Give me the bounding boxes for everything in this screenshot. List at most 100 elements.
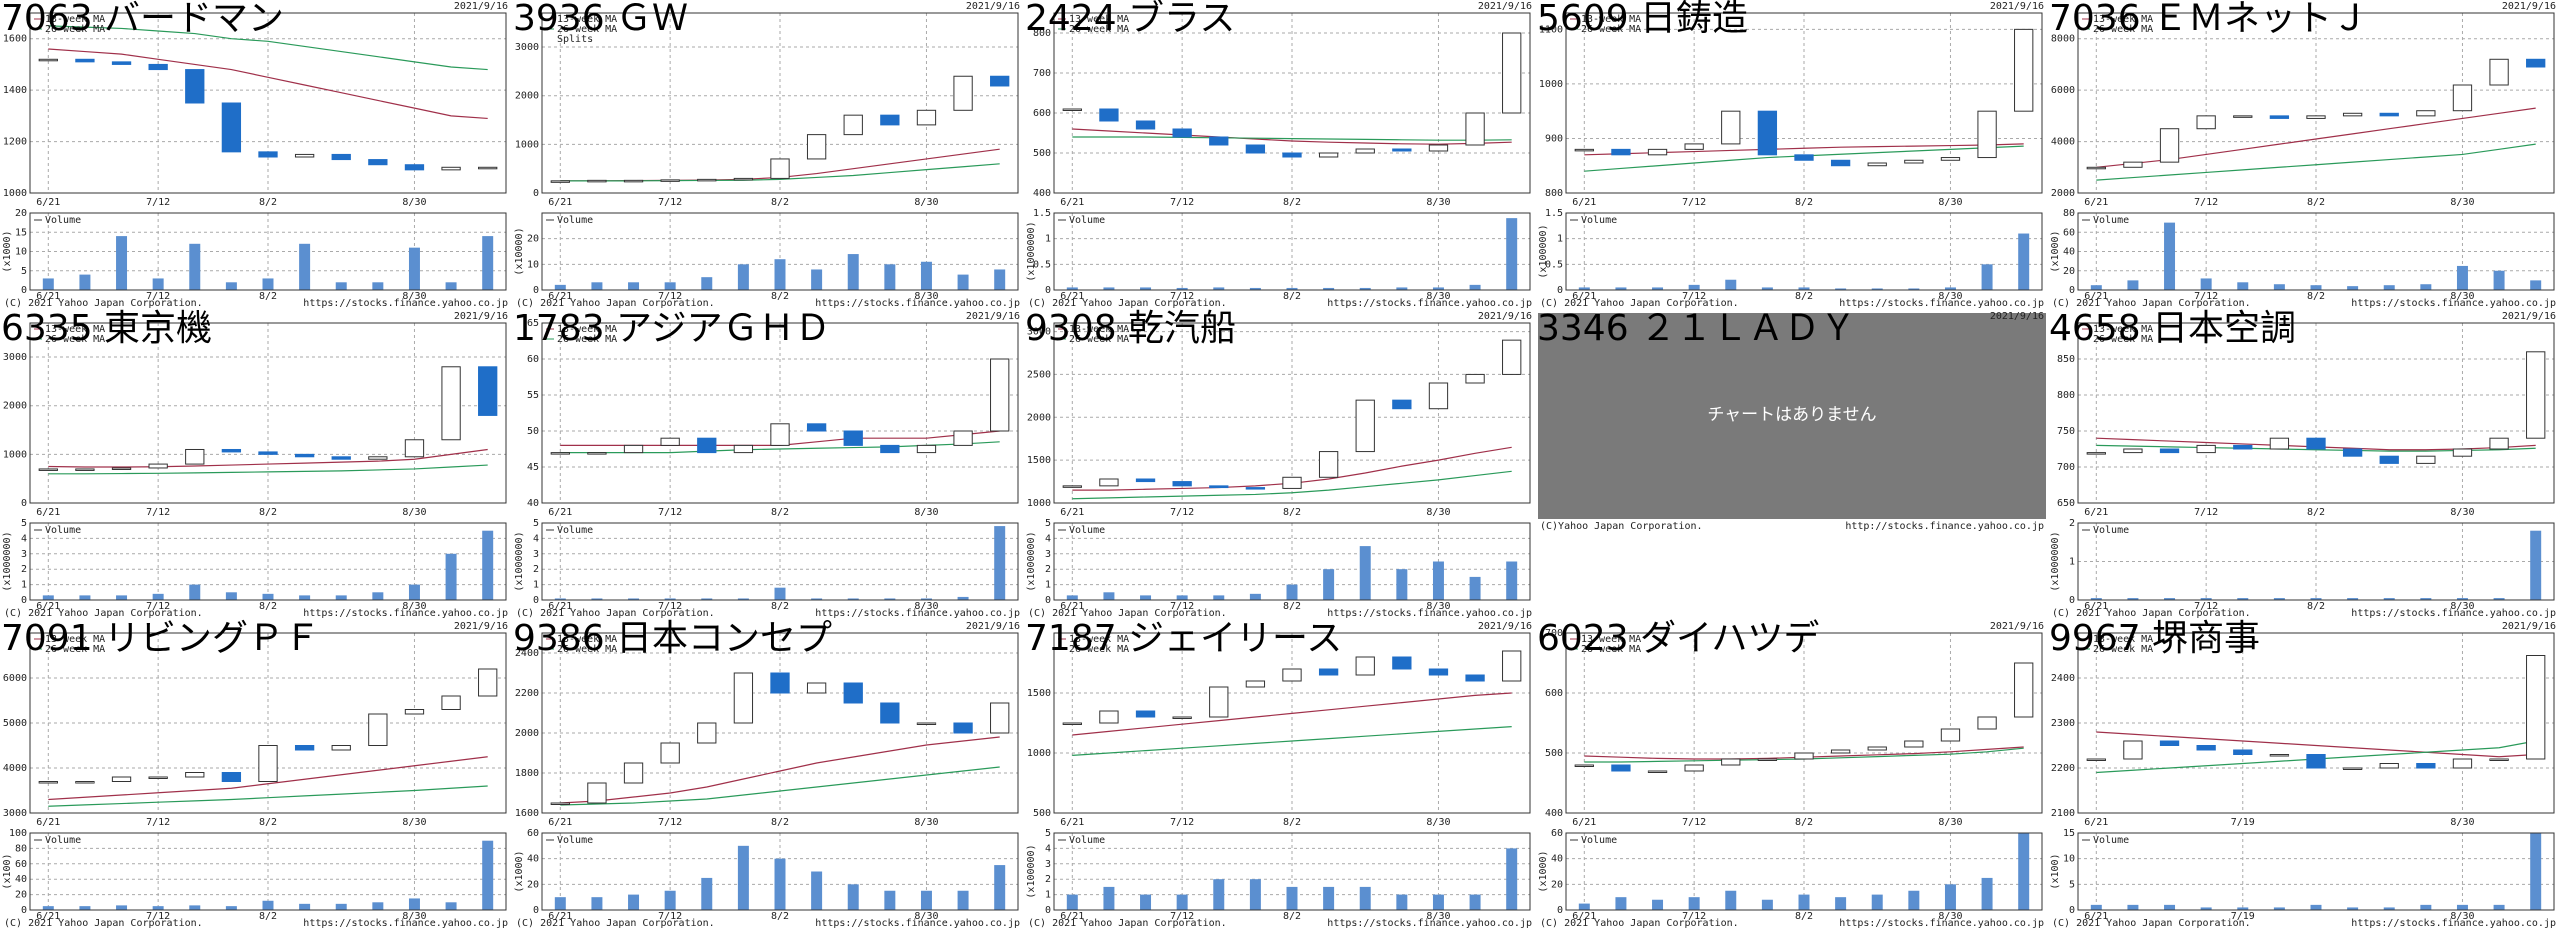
x-tick-label: 7/19 <box>2231 911 2255 922</box>
candle <box>623 762 644 784</box>
candle <box>2123 448 2143 454</box>
x-tick-label: 6/21 <box>36 817 60 828</box>
x-tick-label: 6/21 <box>1060 601 1084 612</box>
candle <box>1209 686 1229 718</box>
y-tick-label: 500 <box>1033 148 1051 159</box>
candle <box>2379 763 2399 769</box>
y-tick-label: 3 <box>533 549 539 560</box>
volume-bar <box>445 282 457 290</box>
y-tick-label: 5 <box>533 518 539 529</box>
candle <box>2489 758 2509 761</box>
volume-bar <box>591 897 603 910</box>
candle <box>1794 752 1814 760</box>
y-tick-label: 1 <box>1045 234 1051 245</box>
candle <box>697 178 717 182</box>
legend-label: 26-week MA <box>45 24 105 35</box>
volume-bar <box>1688 284 1700 290</box>
y-tick-label: 1500 <box>1027 455 1051 466</box>
plot-frame <box>1565 12 2043 194</box>
x-tick-label: 7/12 <box>658 817 682 828</box>
candle <box>294 745 315 751</box>
volume-frame <box>1053 832 1531 911</box>
x-tick-label: 6/21 <box>1060 197 1084 208</box>
x-tick-label: 7/12 <box>1682 911 1706 922</box>
candle <box>550 180 570 183</box>
candle <box>1904 740 1924 748</box>
y-tick-label: 5 <box>1045 828 1051 839</box>
y-tick-label: 3000 <box>3 808 27 819</box>
volume-frame <box>2077 212 2555 291</box>
candle <box>2526 58 2546 68</box>
candle <box>2233 444 2253 450</box>
volume-bar <box>1066 894 1078 910</box>
volume-frame <box>1565 212 2043 291</box>
x-tick-label: 6/21 <box>2084 601 2108 612</box>
candle <box>404 709 425 715</box>
x-tick-label: 8/30 <box>1938 911 1962 922</box>
volume-bar <box>299 243 311 290</box>
volume-bar <box>1140 287 1152 290</box>
volume-bar <box>1908 890 1920 910</box>
volume-bar <box>1761 899 1773 910</box>
candle <box>368 159 388 166</box>
y-tick-label: 650 <box>2057 498 2075 509</box>
candle <box>2014 28 2034 112</box>
date-label: 2021/9/16 <box>1990 621 2044 632</box>
volume-bar <box>1103 886 1115 910</box>
y-tick-label: 5 <box>1045 518 1051 529</box>
x-tick-label: 8/30 <box>402 197 426 208</box>
candle <box>2196 745 2216 751</box>
volume-bar <box>2347 907 2359 910</box>
x-tick-label: 8/30 <box>1938 817 1962 828</box>
source-url: https://stocks.finance.yahoo.co.jp <box>303 608 508 619</box>
candle <box>148 63 168 71</box>
candle <box>1611 148 1631 156</box>
volume-bar <box>1652 287 1664 290</box>
legend-label: 26-week MA <box>45 334 105 345</box>
x-tick-label: 8/2 <box>1283 197 1301 208</box>
moving-average <box>1072 726 1512 756</box>
copyright: (C) 2021 Yahoo Japan Corporation. <box>1540 918 1739 929</box>
volume-bar <box>335 903 347 910</box>
candle <box>258 451 278 455</box>
volume-bar <box>262 278 274 290</box>
candle <box>1135 120 1156 130</box>
volume-bar <box>1725 279 1737 290</box>
chart-title: 7036 ＥＭネットＪ <box>2049 0 2368 39</box>
y-tick-label: 2 <box>2069 518 2075 529</box>
volume-legend: Volume <box>2093 835 2129 846</box>
y-tick-label: 0 <box>533 595 539 606</box>
volume-bar <box>2127 598 2139 600</box>
y-tick-label: 2000 <box>515 91 539 102</box>
volume-bar <box>262 900 274 910</box>
x-tick-label: 7/12 <box>1170 507 1194 518</box>
candle <box>1940 728 1961 742</box>
volume-bar <box>1286 287 1298 290</box>
candle <box>733 444 754 454</box>
x-tick-label: 7/12 <box>146 817 170 828</box>
copyright: (C) 2021 Yahoo Japan Corporation. <box>2052 298 2251 309</box>
candle <box>733 672 754 724</box>
y-tick-label: 800 <box>2057 390 2075 401</box>
date-label: 2021/9/16 <box>454 621 508 632</box>
candle <box>185 69 205 104</box>
candle <box>1574 148 1594 152</box>
volume-bar <box>408 584 420 600</box>
y-tick-label: 850 <box>2057 354 2075 365</box>
y-tick-label: 0 <box>2069 905 2075 916</box>
candle <box>185 772 205 778</box>
volume-axis-label: (x1000000) <box>514 531 525 591</box>
volume-bar <box>79 274 91 290</box>
volume-bar <box>1103 287 1115 290</box>
date-label: 2021/9/16 <box>966 621 1020 632</box>
y-tick-label: 1400 <box>3 85 27 96</box>
volume-bar <box>2090 285 2102 290</box>
legend-label: 26-week MA <box>557 644 617 655</box>
volume-bar <box>701 598 713 600</box>
volume-axis-label: (x1000000) <box>1026 221 1037 281</box>
candle <box>1392 656 1412 670</box>
volume-frame <box>29 522 507 601</box>
volume-bar <box>774 587 786 600</box>
legend-label: 26-week MA <box>1069 644 1129 655</box>
x-tick-label: 6/21 <box>1060 911 1084 922</box>
